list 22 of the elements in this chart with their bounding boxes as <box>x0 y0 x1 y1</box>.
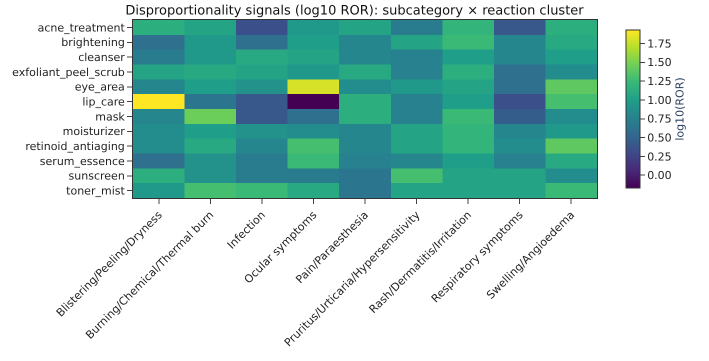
color-bar-label: 1.00 <box>647 94 672 107</box>
color-bar-label: 1.75 <box>647 37 672 50</box>
y-tick-label: retinoid_antiaging <box>25 140 125 153</box>
chart-title: Disproportionality signals (log10 ROR): subcategory × reaction cluster <box>125 4 584 19</box>
y-tick-label: sunscreen <box>68 170 125 183</box>
color-bar-label: 1.25 <box>647 75 672 88</box>
color-bar-label: 0.25 <box>647 150 672 164</box>
color-bar-title: log10(ROR) <box>674 77 687 141</box>
y-tick-label: exfoliant_peel_scrub <box>12 66 125 79</box>
color-bar-label: 0.75 <box>647 112 672 126</box>
y-tick-label: toner_mist <box>66 184 126 198</box>
color-bar-label: 0.50 <box>647 131 672 144</box>
color-bar-label: 0.00 <box>647 169 672 182</box>
color-bar-label: 1.50 <box>647 56 672 70</box>
y-tick-label: cleanser <box>78 50 126 64</box>
y-tick-label: mask <box>95 110 126 124</box>
y-tick-label: eye_area <box>74 80 125 94</box>
y-tick-label: lip_care <box>82 95 126 108</box>
y-tick-label: acne_treatment <box>38 21 126 34</box>
y-tick-label: brightening <box>61 36 125 50</box>
y-tick-label: serum_essence <box>40 154 126 168</box>
y-tick-label: moisturizer <box>62 125 126 138</box>
